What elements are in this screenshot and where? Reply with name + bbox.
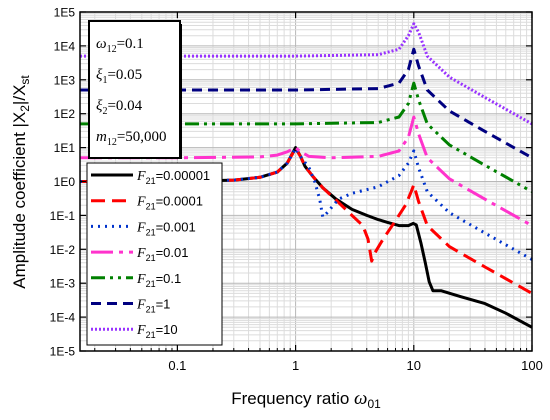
series-line-3 bbox=[80, 115, 533, 227]
x-tick-label: 100 bbox=[521, 358, 543, 373]
parameters-box: ω12=0.1 ξ1=0.05 ξ2=0.04 m12=50,000 bbox=[88, 20, 182, 159]
y-tick-label: 1E-3 bbox=[50, 277, 76, 291]
legend-label-4: F21=0.1 bbox=[136, 271, 181, 289]
y-tick-label: 1E-1 bbox=[50, 209, 76, 223]
y-tick-label: 1E-2 bbox=[50, 243, 76, 257]
legend: F21=0.00001 F21=0.0001 F21=0.001 F21=0.01 F2… bbox=[86, 162, 223, 346]
y-tick-label: 1E2 bbox=[54, 107, 76, 121]
y-tick-label: 1E3 bbox=[54, 73, 76, 87]
series-line-4 bbox=[80, 81, 533, 194]
parameters-box-frame bbox=[88, 20, 181, 159]
parameter-0: ω12=0.1 bbox=[96, 36, 144, 55]
data-series bbox=[80, 22, 533, 329]
y-tick-label: 1E-5 bbox=[50, 345, 76, 359]
legend-entries: F21=0.00001 F21=0.0001 F21=0.001 F21=0.01 F2… bbox=[91, 168, 210, 340]
x-tick-label: 0.1 bbox=[168, 358, 186, 373]
series-line-6 bbox=[80, 22, 533, 126]
legend-frame bbox=[86, 162, 223, 346]
y-tick-label: 1E-4 bbox=[50, 311, 76, 325]
y-axis-label: Amplitude coefficient |X2|/Xst bbox=[10, 75, 32, 289]
y-tick-label: 1E1 bbox=[54, 141, 76, 155]
legend-label-6: F21=10 bbox=[136, 322, 178, 340]
y-tick-label: 1E5 bbox=[54, 6, 76, 20]
axis-ticks: 0.1 1 10 100 1E-5 1E-4 1E-3 1E-2 1E-1 1E0 1E1 1E2 1E… bbox=[50, 6, 543, 374]
legend-label-3: F21=0.01 bbox=[136, 245, 188, 263]
parameter-1: ξ1=0.05 bbox=[96, 67, 142, 86]
y-tick-label: 1E0 bbox=[54, 175, 76, 189]
series-line-0 bbox=[80, 146, 533, 329]
x-tick-label: 10 bbox=[407, 358, 421, 373]
y-tick-label: 1E4 bbox=[54, 39, 76, 53]
legend-label-5: F21=1 bbox=[136, 297, 170, 315]
legend-label-2: F21=0.001 bbox=[136, 219, 196, 237]
x-axis-label: Frequency ratio ω01 bbox=[231, 388, 381, 411]
series-line-1 bbox=[80, 146, 533, 295]
legend-label-0: F21=0.00001 bbox=[136, 168, 210, 186]
series-line-5 bbox=[80, 47, 533, 160]
parameter-2: ξ2=0.04 bbox=[96, 98, 143, 117]
parameters-list: ω12=0.1 ξ1=0.05 ξ2=0.04 m12=50,000 bbox=[96, 36, 167, 148]
x-tick-label: 1 bbox=[292, 358, 299, 373]
parameter-3: m12=50,000 bbox=[96, 129, 167, 148]
legend-label-1: F21=0.0001 bbox=[136, 194, 203, 212]
